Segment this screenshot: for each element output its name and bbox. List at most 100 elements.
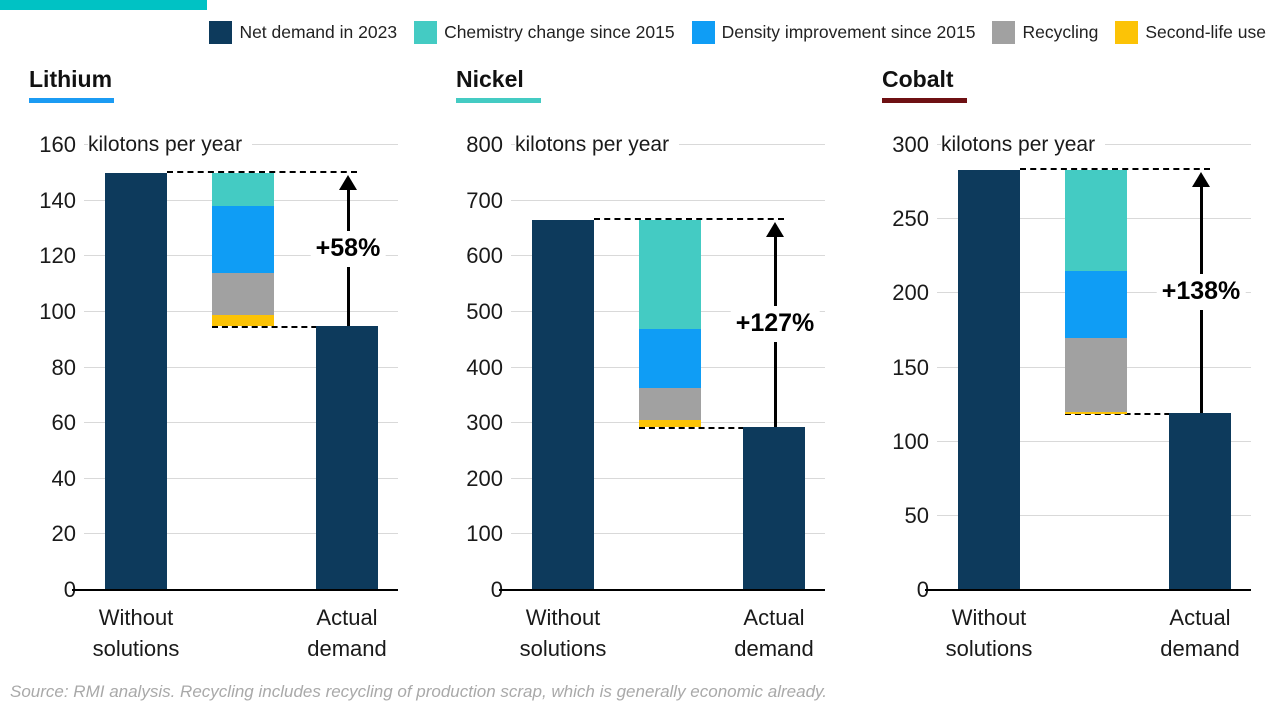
increase-arrow-upper-line	[346, 188, 350, 232]
legend-label: Density improvement since 2015	[721, 22, 976, 42]
y-axis-tick-label: 0	[490, 577, 503, 602]
gridline	[511, 477, 825, 479]
gridline	[511, 199, 825, 201]
stack-segment-density	[1065, 271, 1127, 338]
chart-plot: 0 50 100 150 200 250 300 kilotons per year +138%…	[853, 0, 1280, 690]
gridline	[937, 440, 1251, 442]
net-demand-swatch-icon	[209, 21, 233, 44]
chart-panel-cobalt: Cobalt 0 50 100 150 200 250 300 kilotons per ye…	[853, 0, 1280, 690]
bar-actual-demand	[316, 325, 378, 590]
bar-actual-demand	[743, 427, 805, 590]
chart-plot: 0 20 40 60 80 100 120 140 160 kilotons per year +5…	[0, 0, 427, 690]
gridline	[84, 366, 398, 368]
y-axis-tick-label: 400	[466, 354, 503, 380]
y-axis-tick-label: 250	[892, 206, 929, 232]
increase-arrow-lower-line	[1199, 309, 1203, 414]
y-axis-unit-label: kilotons per year	[88, 132, 253, 158]
y-axis-tick-label: 60	[51, 410, 76, 436]
legend-item-second-life: Second-life use	[1115, 21, 1266, 44]
chart-plot: 0 100 200 300 400 500 600 700 800 kilotons per ye…	[427, 0, 854, 690]
legend-label: Chemistry change since 2015	[444, 22, 675, 42]
stack-segment-chemistry	[1065, 170, 1127, 272]
x-axis-baseline	[925, 589, 1251, 591]
legend-label: Recycling	[1022, 22, 1099, 42]
increase-arrow-lower-line	[346, 267, 350, 326]
source-note: Source: RMI analysis. Recycling includes…	[10, 682, 827, 701]
legend-item-recycling: Recycling	[992, 21, 1098, 44]
increase-percent-label: +138%	[1156, 275, 1246, 307]
dashed-line-without-level	[594, 218, 784, 221]
y-axis-tick-label: 500	[466, 298, 503, 324]
stack-segment-second-life	[1065, 412, 1127, 414]
stack-segment-chemistry	[212, 172, 274, 207]
gridline	[84, 477, 398, 479]
y-axis-tick-label: 150	[892, 354, 929, 380]
stack-segment-density	[639, 328, 701, 389]
chemistry-change-swatch-icon	[414, 21, 438, 44]
gridline	[84, 422, 398, 424]
chart-panel-nickel: Nickel 0 100 200 300 400 500 600 700 800 kilotons…	[427, 0, 854, 690]
y-axis-tick-label: 80	[51, 354, 76, 380]
stack-segment-recycling	[212, 272, 274, 315]
y-axis-tick-label: 600	[466, 243, 503, 269]
bar-actual-demand	[1169, 413, 1231, 590]
increase-arrow-head	[339, 174, 357, 190]
title-underline	[29, 98, 114, 103]
dashed-line-actual-level	[1065, 413, 1210, 416]
increase-percent-label: +127%	[730, 307, 820, 339]
recycling-swatch-icon	[992, 21, 1016, 44]
legend-item-net-demand: Net demand in 2023	[209, 21, 397, 44]
x-axis-baseline	[72, 589, 398, 591]
legend-label: Second-life use	[1145, 22, 1266, 42]
chart-legend: Net demand in 2023 Chemistry change sinc…	[209, 21, 1266, 44]
x-axis-baseline	[499, 589, 825, 591]
stack-segment-second-life	[639, 419, 701, 427]
y-axis-tick-label: 200	[892, 280, 929, 306]
y-axis-tick-label: 40	[51, 465, 76, 491]
y-axis-tick-label: 120	[39, 243, 76, 269]
density-improvement-swatch-icon	[691, 21, 715, 44]
y-axis-tick-label: 300	[466, 410, 503, 436]
bar-without-solutions	[958, 170, 1020, 590]
chart-title: Lithium	[29, 66, 113, 92]
legend-item-density-improvement: Density improvement since 2015	[691, 21, 976, 44]
y-axis-unit-label: kilotons per year	[515, 132, 680, 158]
top-accent-bar	[0, 0, 207, 10]
increase-arrow-head	[1192, 172, 1210, 188]
increase-arrow-upper-line	[1199, 186, 1203, 274]
y-axis-tick-label: 100	[39, 298, 76, 324]
y-axis-tick-label: 300	[892, 132, 929, 157]
increase-arrow-head	[766, 222, 784, 238]
y-axis-tick-label: 700	[466, 187, 503, 213]
y-axis-tick-label: 800	[466, 132, 503, 157]
dashed-line-without-level	[1020, 168, 1210, 171]
gridline	[84, 533, 398, 535]
stack-segment-recycling	[639, 388, 701, 420]
y-axis-tick-label: 140	[39, 187, 76, 213]
y-axis-tick-label: 0	[63, 577, 76, 602]
x-label-without-solutions: Without solutions	[519, 605, 607, 661]
stack-segment-second-life	[212, 314, 274, 326]
x-label-actual-demand: Actual demand	[1160, 605, 1240, 661]
y-axis-tick-label: 100	[466, 521, 503, 547]
y-axis-tick-label: 200	[466, 465, 503, 491]
y-axis-unit-label: kilotons per year	[941, 132, 1106, 158]
x-label-without-solutions: Without solutions	[945, 605, 1033, 661]
bar-without-solutions	[532, 220, 594, 590]
dashed-line-actual-level	[212, 325, 357, 328]
increase-arrow-upper-line	[773, 236, 777, 306]
legend-item-chemistry-change: Chemistry change since 2015	[414, 21, 675, 44]
increase-arrow-lower-line	[773, 341, 777, 427]
y-axis-tick-label: 20	[51, 521, 76, 547]
y-axis-tick-label: 50	[904, 502, 929, 528]
stack-segment-density	[212, 206, 274, 273]
gridline	[511, 533, 825, 535]
title-underline	[456, 98, 541, 103]
title-underline	[882, 98, 967, 103]
x-label-without-solutions: Without solutions	[92, 605, 180, 661]
y-axis-tick-label: 0	[916, 577, 929, 602]
legend-label: Net demand in 2023	[239, 22, 398, 42]
dashed-line-without-level	[167, 170, 357, 173]
chart-title: Cobalt	[882, 66, 954, 92]
second-life-swatch-icon	[1115, 21, 1139, 44]
